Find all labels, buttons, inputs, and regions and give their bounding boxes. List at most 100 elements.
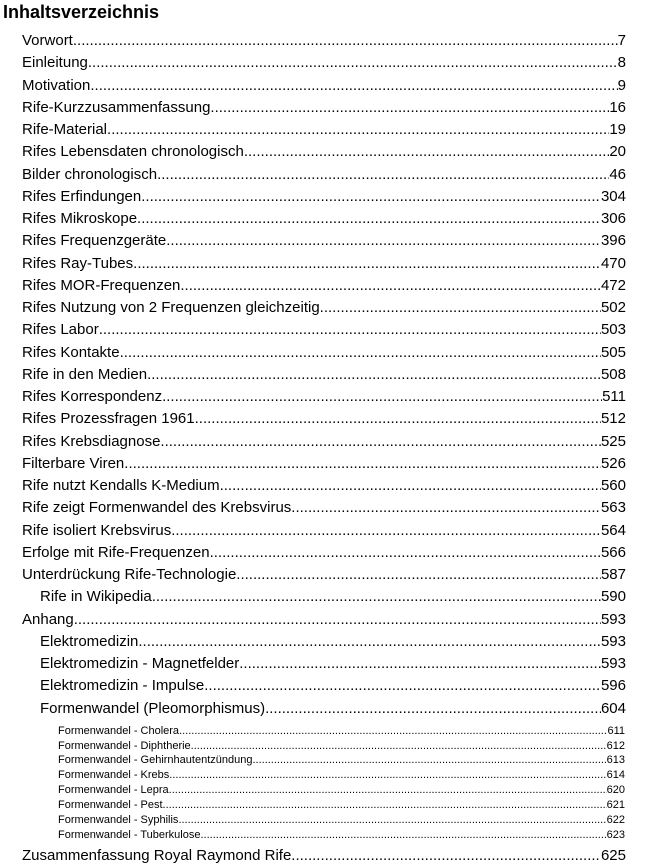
toc-entry[interactable]: Formenwandel (Pleomorphismus) 604 (0, 698, 626, 720)
toc-entry-page: 306 (600, 210, 626, 227)
dot-leader (107, 119, 609, 141)
dot-leader (320, 297, 601, 319)
toc-entry[interactable]: Motivation 9 (0, 75, 626, 97)
toc-entry-label: Rifes Labor (22, 321, 99, 339)
toc-entry[interactable]: Rifes Frequenzgeräte 396 (0, 230, 626, 252)
toc-entry[interactable]: Bilder chronologisch 46 (0, 164, 626, 186)
toc-entry-label: Formenwandel - Gehirnhautentzündung (58, 754, 253, 767)
toc-entry-page: 20 (609, 143, 626, 161)
toc-entry-page: 512 (600, 410, 626, 428)
toc-entry[interactable]: Vorwort 7 (0, 30, 626, 52)
dot-leader (291, 845, 601, 867)
toc-entry[interactable]: Rifes Kontakte 505 (0, 342, 626, 364)
dot-leader (138, 631, 601, 653)
toc-entry-page: 623 (606, 828, 625, 841)
toc-entry-label: Erfolge mit Rife-Frequenzen (22, 543, 210, 561)
toc-entry-label: Rifes Kontakte (22, 343, 120, 361)
dot-leader (239, 653, 601, 675)
toc-entry-page: 503 (600, 321, 626, 339)
toc-entry[interactable]: Elektromedizin - Magnetfelder 593 (0, 653, 626, 675)
dot-leader (244, 141, 609, 163)
dot-leader (169, 783, 607, 798)
toc-entry-page: 622 (606, 813, 625, 826)
toc-entry-label: Elektromedizin (40, 632, 139, 650)
toc-entry-page: 587 (600, 566, 626, 583)
toc-entry-label: Rifes Frequenzgeräte (22, 232, 167, 250)
toc-entry[interactable]: Formenwandel - Gehirnhautentzündung 613 (0, 753, 625, 768)
toc-entry[interactable]: Rife in den Medien 508 (0, 364, 626, 386)
toc-entry-page: 396 (600, 232, 626, 250)
toc-entry[interactable]: Unterdrückung Rife-Technologie 587 (0, 564, 626, 586)
dot-leader (291, 497, 601, 519)
toc-entry-label: Formenwandel - Tuberkulose (58, 828, 201, 841)
toc-entry[interactable]: Rife-Kurzzusammenfassung 16 (0, 97, 626, 119)
toc-entry[interactable]: Formenwandel - Tuberkulose 623 (0, 828, 625, 843)
toc-entry[interactable]: Rifes Nutzung von 2 Frequenzen gleichzei… (0, 297, 626, 319)
toc-entry[interactable]: Rife in Wikipedia 590 (0, 586, 626, 608)
toc-entry[interactable]: Formenwandel - Syphilis 622 (0, 813, 625, 828)
toc-entry-label: Elektromedizin - Impulse (40, 677, 205, 695)
toc-entry[interactable]: Formenwandel - Krebs 614 (0, 768, 625, 783)
toc-entry[interactable]: Erfolge mit Rife-Frequenzen 566 (0, 542, 626, 564)
dot-leader (180, 275, 601, 297)
toc-entry[interactable]: Filterbare Viren 526 (0, 453, 626, 475)
dot-leader (99, 319, 601, 341)
toc-entry-label: Unterdrückung Rife-Technologie (22, 566, 237, 583)
toc-entry-page: 7 (617, 32, 626, 49)
toc-entry-label: Filterbare Viren (22, 454, 125, 472)
toc-entry-label: Rife in Wikipedia (40, 588, 152, 606)
toc-entry[interactable]: Rifes Lebensdaten chronologisch 20 (0, 141, 626, 163)
toc-entry[interactable]: Formenwandel - Pest 621 (0, 798, 625, 813)
toc-entry[interactable]: Anhang 593 (0, 609, 626, 631)
toc-entry[interactable]: Rifes Prozessfragen 1961 512 (0, 408, 626, 430)
toc-entry-label: Elektromedizin - Magnetfelder (40, 655, 240, 672)
toc-entry[interactable]: Rife zeigt Formenwandel des Krebsvirus 56… (0, 497, 626, 519)
toc-entry[interactable]: Rifes MOR-Frequenzen 472 (0, 275, 626, 297)
toc-entry-page: 596 (600, 677, 626, 695)
dot-leader (204, 675, 601, 697)
dot-leader (137, 208, 601, 230)
toc-entry-label: Zusammenfassung Royal Raymond Rife (22, 846, 292, 864)
toc-entry[interactable]: Zusammenfassung Royal Raymond Rife 625 (0, 845, 626, 867)
toc-entry[interactable]: Rifes Erfindungen 304 (0, 186, 626, 208)
dot-leader (88, 52, 618, 74)
toc-entry[interactable]: Rifes Korrespondenz 511 (0, 386, 626, 408)
toc-entry[interactable]: Elektromedizin - Impulse 596 (0, 675, 626, 697)
dot-leader (152, 586, 601, 608)
toc-entry[interactable]: Elektromedizin 593 (0, 631, 626, 653)
toc-entry[interactable]: Formenwandel - Cholera 611 (0, 724, 625, 739)
dot-leader (133, 253, 601, 275)
toc-entry-label: Rife zeigt Formenwandel des Krebsvirus (22, 499, 292, 517)
toc-entry[interactable]: Einleitung 8 (0, 52, 626, 74)
dot-leader (169, 768, 606, 783)
toc-entry-label: Rifes Korrespondenz (22, 388, 163, 405)
toc-entry-page: 19 (609, 121, 626, 138)
toc-entry-page: 525 (600, 432, 626, 450)
dot-leader (252, 753, 606, 768)
toc-entry[interactable]: Formenwandel - Lepra 620 (0, 783, 625, 798)
toc-entry-page: 593 (600, 610, 626, 628)
toc-entry-label: Rife in den Medien (22, 365, 148, 383)
dot-leader (220, 475, 601, 497)
toc-entry-label: Rifes Ray-Tubes (22, 254, 134, 272)
toc-entry-page: 470 (600, 254, 626, 272)
dot-leader (120, 342, 601, 364)
toc-entry[interactable]: Rifes Mikroskope 306 (0, 208, 626, 230)
toc-entry-page: 625 (600, 846, 626, 864)
toc-entry[interactable]: Rife nutzt Kendalls K-Medium 560 (0, 475, 626, 497)
toc-entry-label: Motivation (22, 76, 91, 94)
toc-entry-label: Rife nutzt Kendalls K-Medium (22, 477, 220, 494)
toc-entry[interactable]: Rifes Labor 503 (0, 319, 626, 341)
dot-leader (200, 828, 606, 843)
toc-entry[interactable]: Formenwandel - Diphtherie 612 (0, 739, 625, 754)
toc-entry[interactable]: Rifes Ray-Tubes 470 (0, 253, 626, 275)
toc-entry-page: 511 (602, 388, 626, 405)
dot-leader (166, 230, 601, 252)
toc-entry[interactable]: Rifes Krebsdiagnose 525 (0, 431, 626, 453)
toc-entry-page: 620 (606, 784, 625, 797)
toc-entry-label: Rife isoliert Krebsvirus (22, 521, 172, 539)
toc-entry[interactable]: Rife isoliert Krebsvirus 564 (0, 520, 626, 542)
toc-entry-page: 612 (606, 739, 625, 752)
dot-leader (191, 739, 607, 754)
toc-entry[interactable]: Rife-Material 19 (0, 119, 626, 141)
